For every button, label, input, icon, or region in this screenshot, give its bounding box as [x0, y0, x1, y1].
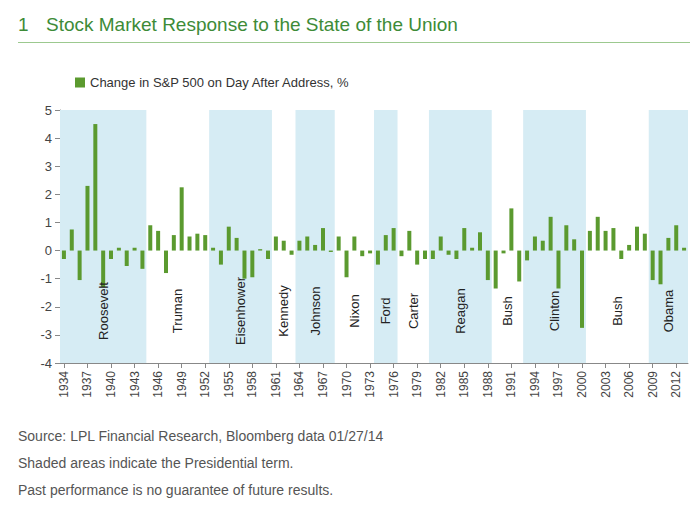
svg-text:1973: 1973	[363, 371, 377, 398]
svg-text:Bush: Bush	[500, 296, 515, 326]
svg-text:2000: 2000	[575, 371, 589, 398]
svg-text:1955: 1955	[222, 371, 236, 398]
html-text:Shaded areas indicate the Pres: Shaded areas indicate the Presidential t…	[18, 455, 294, 471]
svg-text:-1: -1	[40, 271, 52, 286]
svg-text:Roosevelt: Roosevelt	[96, 282, 111, 340]
svg-text:-3: -3	[40, 327, 52, 342]
html-text:Source: LPL Financial Research: Source: LPL Financial Research, Bloomber…	[18, 428, 384, 444]
svg-text:-4: -4	[40, 356, 52, 371]
svg-text:Truman: Truman	[170, 289, 185, 333]
svg-text:1964: 1964	[292, 371, 306, 398]
svg-text:1952: 1952	[198, 371, 212, 398]
svg-text:Johnson: Johnson	[308, 286, 323, 335]
svg-text:Reagan: Reagan	[453, 288, 468, 334]
svg-text:1988: 1988	[481, 371, 495, 398]
svg-text:5: 5	[45, 103, 52, 118]
html-text:Stock Market Response to the S: Stock Market Response to the State of th…	[46, 14, 458, 35]
html-text:Past performance is no guarant: Past performance is no guarantee of futu…	[18, 482, 334, 498]
svg-text:1976: 1976	[387, 371, 401, 398]
svg-text:Ford: Ford	[378, 298, 393, 325]
svg-text:Kennedy: Kennedy	[276, 285, 291, 337]
svg-text:-2: -2	[40, 299, 52, 314]
html-text:1: 1	[18, 14, 29, 35]
svg-text:1985: 1985	[457, 371, 471, 398]
svg-text:4: 4	[45, 131, 52, 146]
svg-text:1994: 1994	[528, 371, 542, 398]
svg-text:1946: 1946	[151, 371, 165, 398]
svg-text:1991: 1991	[504, 371, 518, 398]
svg-text:1: 1	[45, 215, 52, 230]
svg-text:Carter: Carter	[406, 292, 421, 329]
svg-text:1949: 1949	[175, 371, 189, 398]
svg-text:Obama: Obama	[661, 289, 676, 332]
svg-text:1943: 1943	[128, 371, 142, 398]
svg-text:1967: 1967	[316, 371, 330, 398]
svg-text:1970: 1970	[340, 371, 354, 398]
svg-text:2012: 2012	[669, 371, 683, 398]
svg-text:1958: 1958	[245, 371, 259, 398]
svg-text:1940: 1940	[104, 371, 118, 398]
svg-text:1997: 1997	[551, 371, 565, 398]
svg-text:1934: 1934	[57, 371, 71, 398]
svg-text:1937: 1937	[80, 371, 94, 398]
svg-text:Clinton: Clinton	[547, 291, 562, 331]
svg-text:2009: 2009	[646, 371, 660, 398]
svg-text:Change in S&P 500 on Day After: Change in S&P 500 on Day After Address, …	[90, 75, 349, 90]
svg-text:Nixon: Nixon	[347, 294, 362, 327]
svg-text:2: 2	[45, 187, 52, 202]
svg-text:Eisenhower: Eisenhower	[233, 276, 248, 345]
svg-text:1979: 1979	[410, 371, 424, 398]
svg-text:1961: 1961	[269, 371, 283, 398]
svg-text:2003: 2003	[599, 371, 613, 398]
svg-text:0: 0	[45, 243, 52, 258]
svg-text:1982: 1982	[434, 371, 448, 398]
svg-text:Bush: Bush	[610, 296, 625, 326]
svg-text:3: 3	[45, 159, 52, 174]
svg-text:2006: 2006	[622, 371, 636, 398]
